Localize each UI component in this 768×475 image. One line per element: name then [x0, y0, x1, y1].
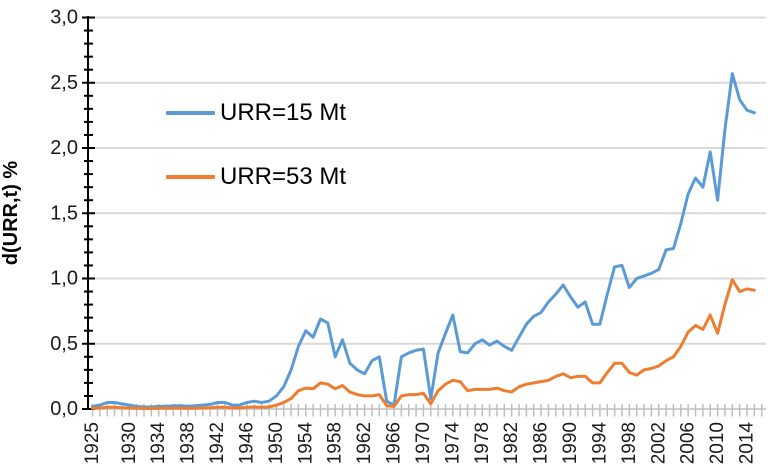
y-tick-label: 0,0 [50, 398, 78, 420]
y-axis-title: d(URR,t) % [0, 161, 22, 266]
y-tick-label: 1,0 [50, 268, 78, 290]
x-tick-label: 1930 [119, 422, 140, 464]
x-tick-label: 1974 [442, 422, 463, 465]
x-tick-label: 1954 [295, 422, 316, 465]
legend-item-urr15: URR=15 Mt [166, 99, 346, 127]
x-tick-label: 2002 [648, 422, 669, 464]
y-tick-label: 3,0 [50, 7, 78, 29]
x-tick-label: 2010 [707, 422, 728, 464]
y-tick-label: 2,5 [50, 72, 78, 94]
y-tick-label: 0,5 [50, 333, 78, 355]
x-tick-label: 1934 [148, 422, 169, 465]
legend-item-urr53: URR=53 Mt [166, 163, 346, 191]
x-tick-label: 1962 [354, 422, 375, 464]
x-tick-label: 1990 [560, 422, 581, 464]
x-tick-label: 1998 [619, 422, 640, 464]
series-line-urr15 [91, 72, 756, 409]
x-tick-label: 1986 [531, 422, 552, 464]
x-tick-label: 1978 [472, 422, 493, 464]
x-tick-label: 1942 [207, 422, 228, 464]
gridlines [88, 16, 766, 345]
y-tick-label: 1,5 [50, 202, 78, 224]
x-tick-label: 2014 [737, 422, 758, 465]
x-tick-label: 1966 [384, 422, 405, 464]
legend-line-urr15-icon [166, 111, 215, 115]
x-tick-label: 1946 [236, 422, 257, 464]
series-line-urr53 [91, 278, 756, 410]
legend-label-urr53: URR=53 Mt [220, 163, 347, 190]
x-tick-label: 2006 [678, 422, 699, 464]
tick-labels: 0,0 0,5 1,0 1,5 2,0 2,5 3,0 1925 1930 1934 1938 194… [50, 7, 757, 465]
x-tick-label: 1950 [266, 422, 287, 464]
x-tick-label: 1994 [589, 422, 610, 465]
y-axis [82, 16, 95, 410]
x-tick-label: 1970 [413, 422, 434, 464]
x-tick-label: 1925 [82, 422, 103, 464]
legend-line-urr53-icon [166, 175, 215, 179]
y-tick-label: 2,0 [50, 137, 78, 159]
series-lines [91, 72, 756, 410]
x-tick-label: 1938 [178, 422, 199, 464]
legend-label-urr15: URR=15 Mt [220, 99, 347, 126]
x-tick-label: 1982 [501, 422, 522, 464]
x-tick-label: 1958 [325, 422, 346, 464]
